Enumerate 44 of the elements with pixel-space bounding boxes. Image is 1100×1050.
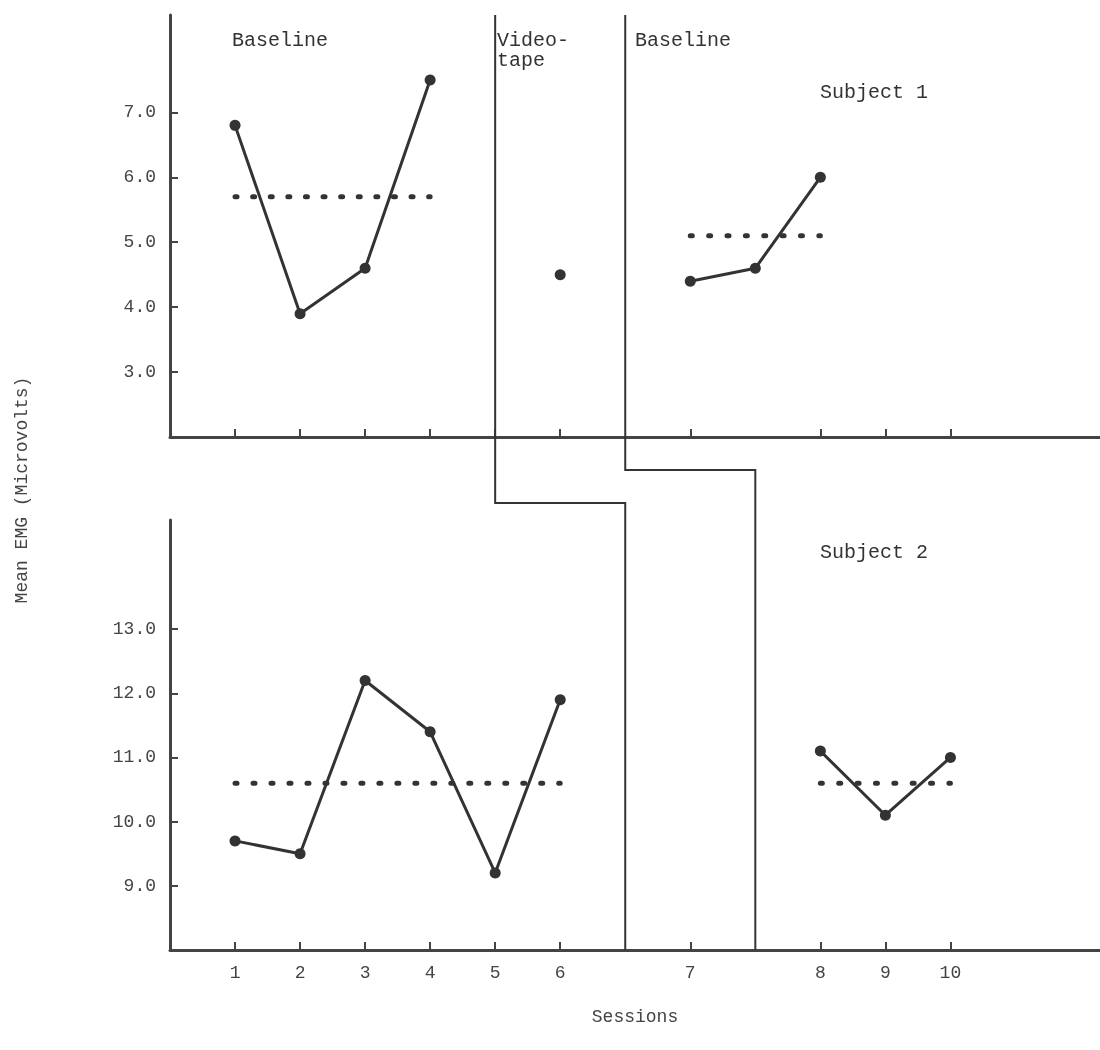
point (359, 262, 371, 274)
y-tick-label: 4.0 (123, 297, 156, 318)
y-tick-label: 9.0 (123, 875, 156, 896)
x-tick-label: 4 (424, 963, 436, 983)
y-tick-label: 12.0 (112, 683, 156, 704)
y-tick-label: 10.0 (112, 811, 156, 832)
x-tick-label: 3 (359, 963, 371, 983)
point (814, 745, 826, 757)
point (554, 269, 566, 281)
y-tick-label: 11.0 (112, 747, 156, 768)
annotation: Video-tape (497, 28, 570, 72)
point (749, 262, 761, 274)
point (424, 74, 436, 86)
y-axis-title: Mean EMG (Microvolts) (12, 376, 32, 604)
x-tick-label: 8 (814, 963, 826, 983)
point (294, 308, 306, 320)
x-tick-label: 10 (939, 963, 962, 983)
point (879, 809, 891, 821)
point (229, 835, 241, 847)
point (814, 171, 826, 183)
annotation: Baseline (635, 28, 732, 52)
x-axis-title: Sessions (591, 1007, 679, 1027)
y-tick-label: 5.0 (123, 232, 156, 253)
annotation: Subject 1 (820, 80, 929, 104)
x-tick-label: 5 (489, 963, 501, 983)
point (944, 751, 956, 763)
point (684, 275, 696, 287)
x-tick-label: 9 (879, 963, 891, 983)
x-tick-label: 2 (294, 963, 306, 983)
y-tick-label: 6.0 (123, 167, 156, 188)
y-tick-label: 3.0 (123, 362, 156, 383)
y-tick-label: 13.0 (112, 619, 156, 640)
point (554, 694, 566, 706)
point (294, 848, 306, 860)
x-tick-label: 7 (684, 963, 696, 983)
point (229, 119, 241, 131)
annotation: Subject 2 (820, 540, 929, 564)
point (489, 867, 501, 879)
x-tick-label: 6 (554, 963, 566, 983)
x-tick-label: 1 (229, 963, 241, 983)
point (424, 726, 436, 738)
point (359, 674, 371, 686)
annotation: Baseline (232, 28, 329, 52)
y-tick-label: 7.0 (123, 102, 156, 123)
